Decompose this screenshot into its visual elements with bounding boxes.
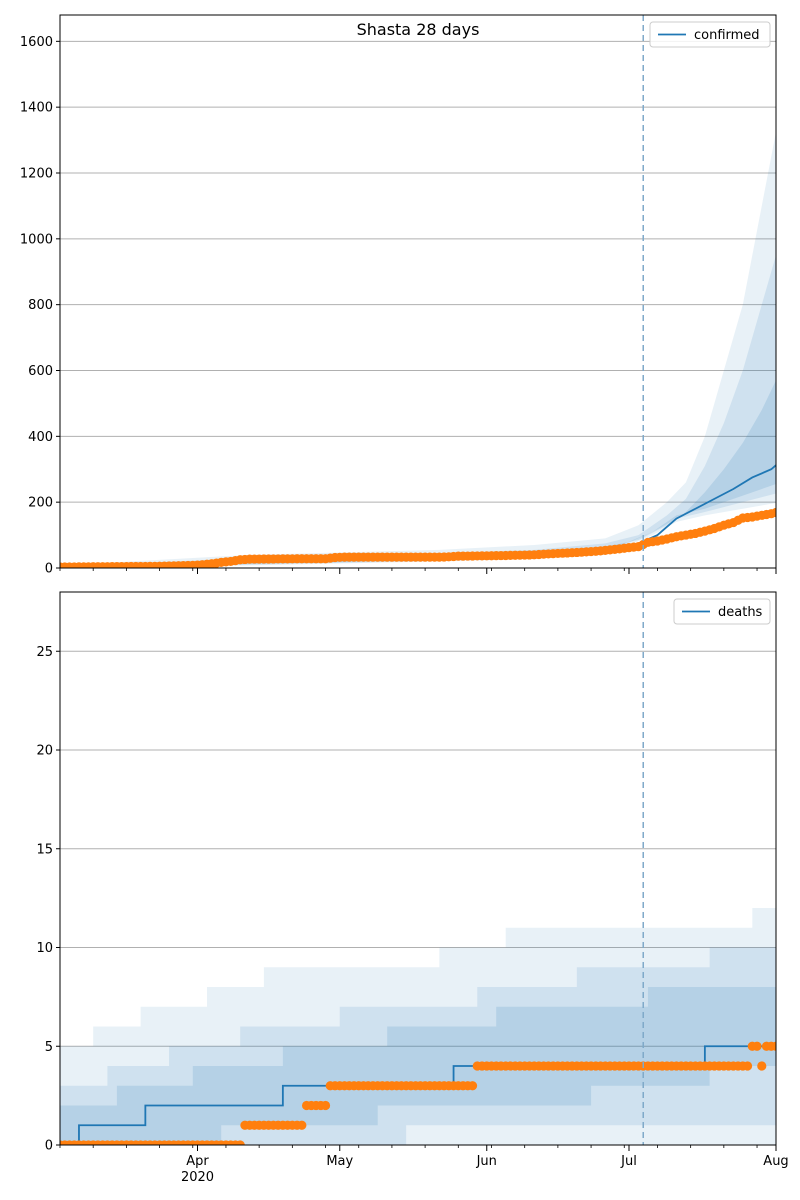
y-tick-label: 10 xyxy=(36,941,53,956)
x-tick-label: Jul xyxy=(620,1154,637,1169)
y-tick-label: 1200 xyxy=(20,167,53,182)
observed-point xyxy=(786,505,795,514)
x-tick-label: Jun xyxy=(476,1154,497,1169)
observed-point xyxy=(752,1041,762,1051)
x-tick-label: May xyxy=(326,1154,353,1169)
axes-frame xyxy=(59,14,777,569)
observed-point xyxy=(795,504,800,513)
observed-point xyxy=(757,1061,767,1071)
observed-point xyxy=(786,1022,795,1031)
uncertainty-band xyxy=(60,908,776,1145)
legend: confirmed xyxy=(649,21,771,48)
observed-point xyxy=(795,1022,800,1031)
y-tick-label: 600 xyxy=(28,364,53,379)
axes-frame xyxy=(59,591,777,1146)
observed-point xyxy=(467,1081,478,1091)
median-line xyxy=(60,1045,776,1145)
x-tick-label: Apr xyxy=(186,1154,209,1169)
uncertainty-band xyxy=(60,131,776,568)
y-tick-label: 5 xyxy=(45,1040,53,1055)
x-tick-year-label: 2020 xyxy=(181,1170,214,1185)
uncertainty-band xyxy=(60,947,776,1145)
observed-point xyxy=(320,1100,331,1111)
confirmed-panel: 0 200 400 600 800 1000 1200 1400 1600 Shasta 28 d… xyxy=(20,14,800,577)
observed-point xyxy=(771,507,776,518)
median-line xyxy=(60,463,776,568)
chart-title: Shasta 28 days xyxy=(357,20,480,39)
observed-point xyxy=(790,1022,799,1031)
legend-label: deaths xyxy=(718,605,763,620)
y-tick-label: 15 xyxy=(36,842,53,857)
observed-point xyxy=(742,1061,753,1071)
observed-point xyxy=(235,1140,245,1145)
observed-point xyxy=(776,1042,785,1051)
y-tick-label: 200 xyxy=(28,496,53,511)
y-tick-label: 1400 xyxy=(20,101,53,116)
y-tick-label: 0 xyxy=(45,562,53,577)
legend-label: confirmed xyxy=(694,28,760,43)
y-tick-label: 1600 xyxy=(20,35,53,50)
y-tick-label: 800 xyxy=(28,298,53,313)
observed-point xyxy=(771,1041,776,1051)
y-tick-label: 20 xyxy=(36,744,53,759)
observed-point xyxy=(776,507,785,516)
observed-point xyxy=(781,1042,790,1051)
y-tick-label: 0 xyxy=(45,1139,53,1154)
observed-point xyxy=(781,506,790,515)
y-tick-label: 25 xyxy=(36,645,53,660)
y-tick-label: 400 xyxy=(28,430,53,445)
observed-point xyxy=(790,504,799,513)
legend: deaths xyxy=(673,598,771,625)
legend-box xyxy=(673,598,771,625)
legend-box xyxy=(649,21,771,48)
y-tick-label: 1000 xyxy=(20,232,53,247)
observed-point xyxy=(297,1120,307,1130)
x-tick-label: Aug xyxy=(763,1154,788,1169)
